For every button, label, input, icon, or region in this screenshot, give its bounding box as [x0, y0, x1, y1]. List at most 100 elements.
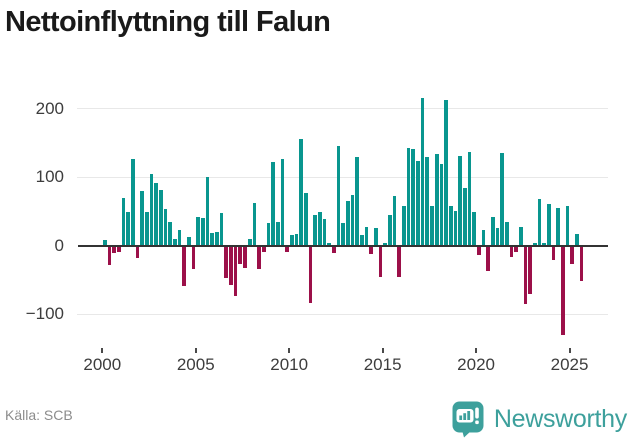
y-axis-label: −100	[25, 304, 64, 323]
bar-2010-q4	[303, 192, 308, 247]
bar-2022-q3	[523, 245, 528, 305]
bar-2018-q4	[453, 210, 458, 247]
bar-2014-q2	[369, 245, 374, 255]
bar-2012-q2	[331, 245, 336, 254]
x-axis-label: 2025	[550, 355, 589, 374]
bar-2017-q4	[434, 154, 439, 247]
newsworthy-badge-icon	[451, 400, 485, 438]
x-axis-zero-line	[78, 244, 608, 247]
bar-2000-q3	[112, 245, 116, 254]
bar-2010-q2	[294, 233, 299, 247]
bar-2017-q2	[425, 157, 430, 247]
bar-2010-q1	[289, 235, 294, 247]
bar-2023-q2	[537, 198, 542, 247]
y-axis-label: 100	[35, 167, 64, 186]
bar-2001-q4	[135, 245, 140, 259]
x-axis-tick	[568, 348, 571, 353]
bar-2013-q2	[350, 194, 355, 247]
chart-title: Nettoinflyttning till Falun	[5, 6, 331, 38]
bar-2008-q2	[257, 245, 261, 270]
bar-2007-q4	[247, 238, 252, 247]
bar-2013-q4	[360, 234, 364, 247]
bar-2011-q3	[317, 211, 322, 247]
bar-2009-q4	[285, 245, 289, 252]
bar-2006-q1	[215, 231, 219, 247]
bar-2015-q4	[397, 245, 402, 277]
bar-2005-q3	[205, 177, 210, 247]
bar-2006-q3	[224, 245, 229, 278]
bar-2019-q1	[458, 155, 462, 247]
bar-2022-q2	[518, 227, 523, 247]
bar-2021-q4	[509, 245, 514, 257]
bar-2008-q1	[252, 203, 257, 247]
bar-2013-q1	[346, 200, 350, 247]
bar-2012-q4	[341, 222, 345, 247]
bar-2025-q2	[575, 233, 579, 247]
x-axis-label: 2015	[363, 355, 402, 374]
x-axis-tick	[381, 348, 384, 353]
bar-2016-q2	[406, 148, 411, 247]
bar-2018-q2	[444, 100, 448, 247]
y-axis-label: 200	[35, 98, 64, 118]
bar-2011-q2	[313, 215, 317, 247]
bar-2008-q4	[266, 222, 271, 247]
x-axis-label: 2020	[457, 355, 495, 374]
bar-2024-q4	[565, 205, 570, 247]
bar-2021-q2	[500, 153, 504, 247]
bar-2011-q1	[308, 245, 313, 304]
x-axis-label: 2005	[176, 355, 215, 374]
bar-2001-q2	[126, 211, 130, 247]
bar-2007-q3	[243, 245, 247, 268]
bar-2002-q1	[140, 190, 144, 247]
bar-2014-q3	[374, 228, 378, 247]
bar-2011-q4	[322, 218, 327, 247]
bar-2004-q4	[191, 245, 196, 270]
bar-2003-q2	[163, 208, 168, 247]
bar-2016-q1	[402, 206, 406, 247]
x-axis-tick	[194, 348, 197, 353]
bar-2017-q3	[430, 205, 434, 247]
bar-2009-q3	[280, 159, 285, 247]
bar-2007-q2	[238, 245, 243, 264]
bar-2013-q3	[355, 157, 360, 247]
newsworthy-logo: Newsworthy	[451, 400, 627, 438]
bar-2025-q3	[579, 245, 584, 281]
bar-2002-q2	[144, 211, 149, 247]
y-gridline	[77, 176, 608, 178]
bar-2014-q1	[364, 227, 369, 247]
bar-2012-q3	[336, 146, 341, 247]
bar-2001-q1	[121, 197, 126, 247]
bar-2002-q4	[154, 183, 158, 247]
bar-2025-q1	[570, 245, 575, 265]
bar-2005-q4	[210, 233, 215, 247]
bar-2009-q2	[275, 222, 280, 247]
bar-2004-q3	[187, 237, 191, 247]
bar-2019-q4	[472, 211, 476, 247]
bar-2019-q2	[462, 187, 467, 247]
x-axis-tick	[288, 348, 291, 353]
bar-2007-q1	[233, 245, 238, 296]
x-axis-label: 2000	[83, 355, 122, 374]
bar-2022-q1	[514, 245, 518, 252]
bar-2024-q3	[561, 245, 565, 335]
bar-2015-q3	[392, 196, 397, 247]
bar-2018-q3	[448, 205, 453, 247]
bar-2000-q4	[116, 245, 121, 252]
y-gridline	[77, 108, 608, 109]
bar-2020-q4	[490, 216, 495, 247]
bar-2006-q4	[229, 245, 233, 285]
bar-2004-q1	[177, 230, 182, 247]
bar-2023-q4	[547, 204, 551, 247]
bar-2020-q2	[481, 229, 486, 247]
bar-2021-q3	[504, 221, 509, 247]
bar-2004-q2	[182, 245, 187, 286]
bar-2002-q3	[149, 173, 154, 247]
bar-2000-q1	[102, 240, 107, 247]
bar-2016-q4	[416, 160, 420, 247]
source-label: Källa: SCB	[5, 407, 73, 423]
bar-2017-q1	[420, 98, 425, 247]
bar-2020-q3	[486, 245, 490, 272]
bar-2005-q2	[201, 218, 205, 247]
bar-2022-q4	[528, 245, 532, 294]
